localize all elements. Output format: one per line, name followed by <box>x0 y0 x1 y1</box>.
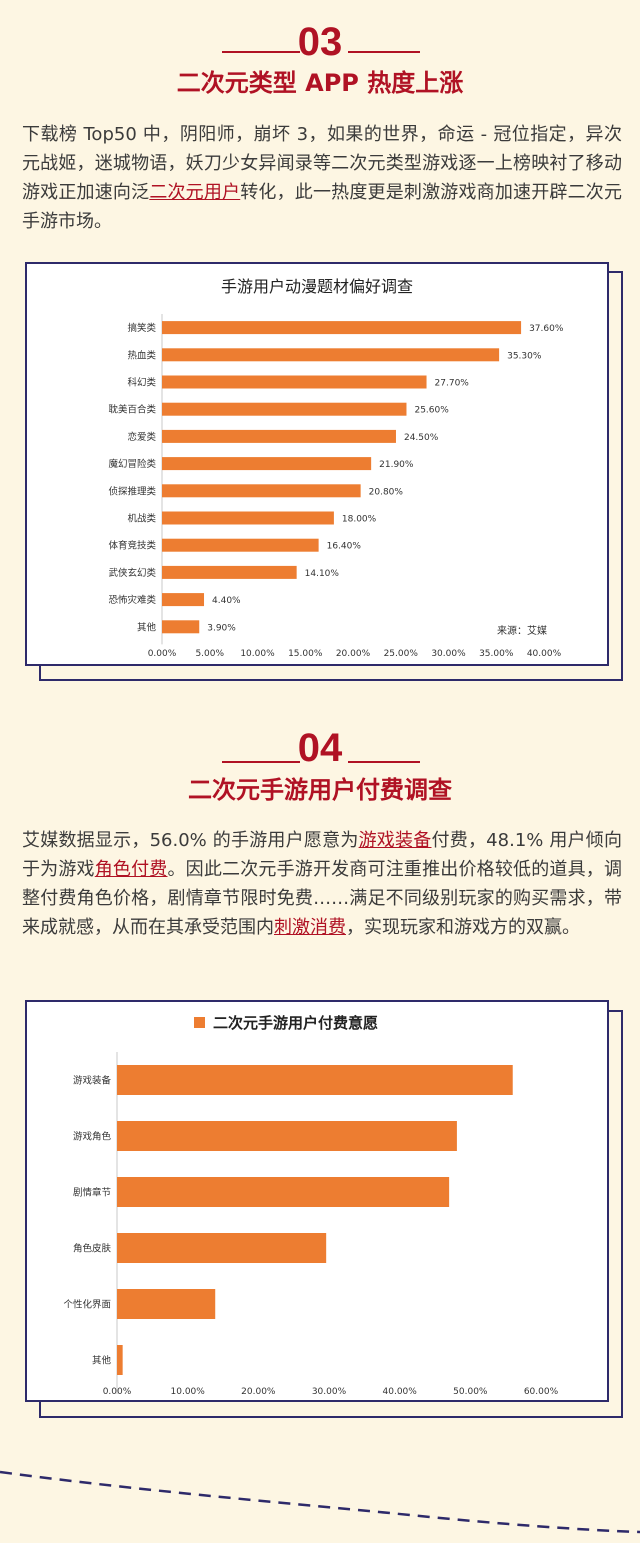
bar <box>117 1289 216 1319</box>
bar <box>162 348 500 362</box>
category-label: 恐怖灾难类 <box>108 594 156 606</box>
section-title: 二次元手游用户付费调查 <box>188 776 452 804</box>
data-label: 37.60% <box>529 324 564 334</box>
data-label: 4.40% <box>212 596 241 606</box>
x-tick-label: 5.00% <box>195 649 224 659</box>
bar <box>162 538 319 552</box>
x-tick-label: 40.00% <box>527 649 562 659</box>
chart-title: 二次元手游用户付费意愿 <box>213 1014 378 1032</box>
data-label: 14.10% <box>305 569 340 579</box>
highlight-text: 刺激消费 <box>274 917 346 938</box>
section-title: 二次元类型 APP 热度上涨 <box>176 69 464 97</box>
paragraph-text: 付费，48.1% 用户倾向于为游戏 <box>22 830 623 880</box>
bar <box>117 1121 457 1151</box>
title-rule-right <box>348 51 420 53</box>
category-label: 游戏装备 <box>73 1075 112 1087</box>
bar <box>117 1345 123 1375</box>
paragraph-text: 。因此二次元手游开发商可注重推出价格较低的道具，调整付费角色价格，剧情章节限时免… <box>22 859 622 938</box>
x-tick-label: 0.00% <box>103 1387 132 1397</box>
bar <box>162 375 427 389</box>
category-label: 恋爱类 <box>127 431 156 443</box>
paragraph-text: 艾媒数据显示，56.0% 的手游用户愿意为 <box>22 830 359 851</box>
data-label: 25.60% <box>414 406 449 416</box>
bar <box>162 620 200 634</box>
paragraph-text: 下载榜 Top50 中，阴阳师，崩坏 3，如果的世界，命运 - 冠位指定，异次元… <box>22 124 622 203</box>
category-label: 魔幻冒险类 <box>108 458 156 470</box>
bar <box>117 1065 513 1095</box>
data-label: 21.90% <box>379 460 414 470</box>
x-tick-label: 40.00% <box>383 1387 418 1397</box>
paragraph-text: 转化，此一热度更是刺激游戏商加速开辟二次元手游市场。 <box>22 182 622 232</box>
title-rule-left <box>222 761 300 763</box>
bar <box>162 593 205 607</box>
bar <box>162 484 361 498</box>
data-label: 3.90% <box>207 623 236 633</box>
category-label: 热血类 <box>127 349 156 361</box>
category-label: 角色皮肤 <box>73 1243 112 1255</box>
bar <box>162 402 407 416</box>
x-tick-label: 35.00% <box>479 649 514 659</box>
title-rule-right <box>348 761 420 763</box>
bar <box>162 565 297 579</box>
x-tick-label: 20.00% <box>241 1387 276 1397</box>
section-paragraph: 下载榜 Top50 中，阴阳师，崩坏 3，如果的世界，命运 - 冠位指定，异次元… <box>22 120 622 236</box>
highlight-text: 二次元用户 <box>149 182 241 203</box>
category-label: 科幻类 <box>127 377 156 389</box>
source-note: 来源：艾媒 <box>497 624 547 637</box>
highlight-text: 角色付费 <box>94 859 168 880</box>
x-tick-label: 0.00% <box>148 649 177 659</box>
dashed-divider <box>0 1470 640 1534</box>
data-label: 27.70% <box>435 379 470 389</box>
bar <box>117 1233 327 1263</box>
category-label: 体育竞技类 <box>108 540 156 552</box>
x-tick-label: 10.00% <box>240 649 275 659</box>
category-label: 耽美百合类 <box>108 404 156 416</box>
paragraph-text: ，实现玩家和游戏方的双赢。 <box>346 917 580 938</box>
x-tick-label: 30.00% <box>312 1387 347 1397</box>
highlight-text: 游戏装备 <box>358 830 432 851</box>
x-tick-label: 25.00% <box>384 649 419 659</box>
bar <box>162 321 522 335</box>
data-label: 24.50% <box>404 433 439 443</box>
bar <box>162 511 334 525</box>
section-number: 04 <box>297 726 343 770</box>
bar <box>117 1177 450 1207</box>
chart-title: 手游用户动漫题材偏好调查 <box>221 277 413 296</box>
x-tick-label: 60.00% <box>524 1387 559 1397</box>
section-paragraph: 艾媒数据显示，56.0% 的手游用户愿意为游戏装备付费，48.1% 用户倾向于为… <box>22 826 622 942</box>
data-label: 18.00% <box>342 515 377 525</box>
category-label: 其他 <box>92 1355 112 1367</box>
category-label: 剧情章节 <box>73 1187 111 1199</box>
category-label: 游戏角色 <box>73 1131 112 1143</box>
title-rule-left <box>222 51 300 53</box>
x-tick-label: 15.00% <box>288 649 323 659</box>
chart-card-genre: 手游用户动漫题材偏好调查搞笑类 37.60% 热血类 35.30% 科幻类 27.70% 耽… <box>25 262 609 666</box>
category-label: 机战类 <box>127 513 156 525</box>
data-label: 35.30% <box>507 351 542 361</box>
x-tick-label: 10.00% <box>171 1387 206 1397</box>
x-tick-label: 50.00% <box>453 1387 488 1397</box>
category-label: 其他 <box>137 621 157 633</box>
legend-swatch <box>194 1017 205 1028</box>
data-label: 20.80% <box>369 487 404 497</box>
bar <box>162 457 372 471</box>
bar <box>162 429 396 443</box>
category-label: 武侠玄幻类 <box>108 567 156 579</box>
category-label: 个性化界面 <box>63 1299 111 1311</box>
chart-card-payment: 二次元手游用户付费意愿游戏装备游戏角色剧情章节角色皮肤个性化界面其他 0.00% 1… <box>25 1000 609 1402</box>
category-label: 搞笑类 <box>127 322 156 334</box>
x-tick-label: 30.00% <box>431 649 466 659</box>
data-label: 16.40% <box>327 542 362 552</box>
category-label: 侦探推理类 <box>108 485 156 497</box>
section-number: 03 <box>297 20 343 64</box>
x-tick-label: 20.00% <box>336 649 371 659</box>
